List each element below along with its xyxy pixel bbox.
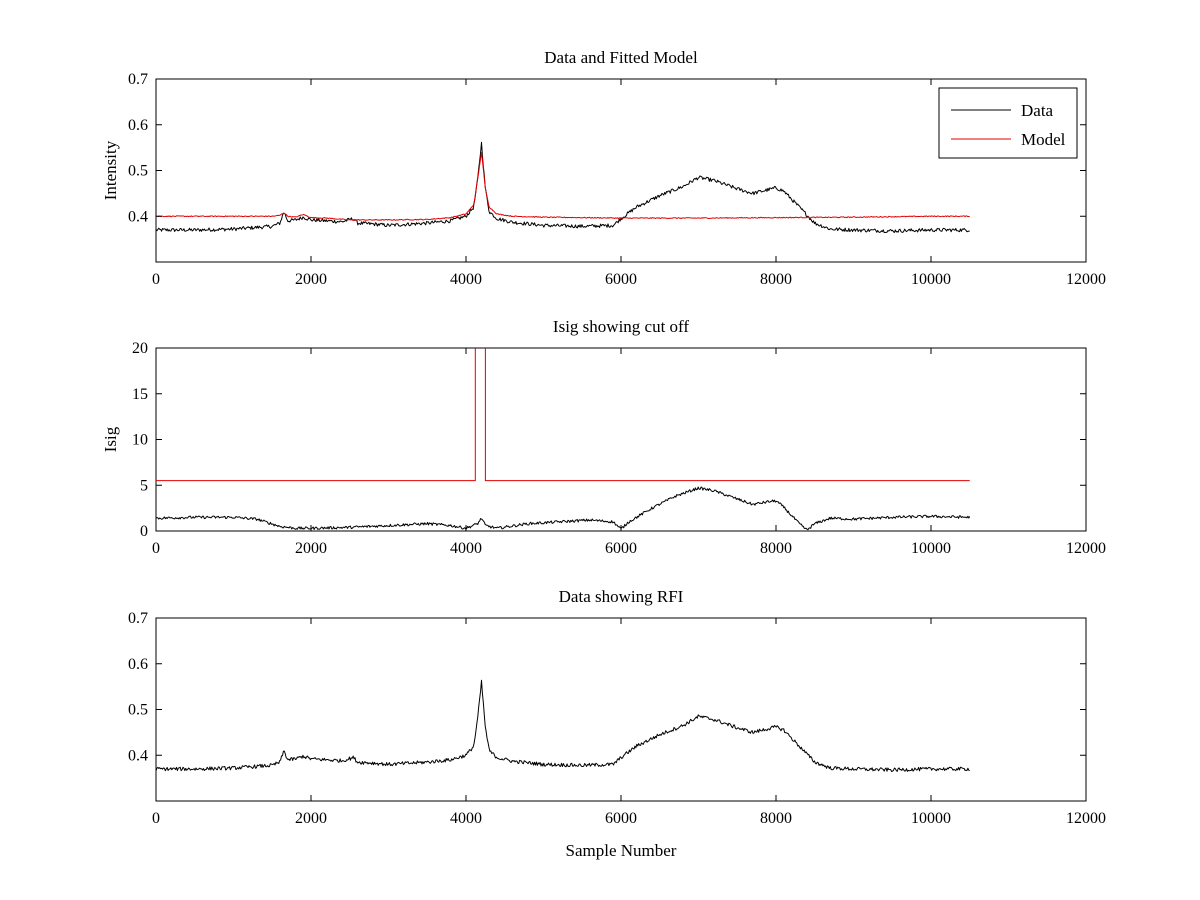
plot-area xyxy=(155,78,1087,263)
x-tick-label: 10000 xyxy=(911,540,951,557)
legend-label-data: Data xyxy=(1021,101,1054,120)
series-line-data xyxy=(156,141,970,234)
x-tick-label: 2000 xyxy=(295,810,327,827)
x-tick-label: 12000 xyxy=(1066,810,1106,827)
legend: Data Model xyxy=(938,87,1078,159)
y-tick-label: 0 xyxy=(140,523,148,540)
y-tick-label: 0.5 xyxy=(128,702,148,719)
y-tick-label: 0.7 xyxy=(128,71,148,88)
x-tick-label: 12000 xyxy=(1066,540,1106,557)
series-line-series-2 xyxy=(156,348,970,482)
x-tick-label: 0 xyxy=(152,540,160,557)
x-tick-label: 8000 xyxy=(760,540,792,557)
chart-title: Data and Fitted Model xyxy=(544,48,698,67)
chart-panel-3: 0 2000 4000 6000 8000 10000 12000 0.4 0.5 0.6 0.7 D… xyxy=(128,587,1106,860)
y-tick-label: 0.5 xyxy=(128,163,148,180)
series-line-series-1 xyxy=(156,486,971,531)
chart-panel-2: 0 2000 4000 6000 8000 10000 12000 0 5 10 15 20 Isig … xyxy=(101,317,1106,557)
plot-area xyxy=(155,617,1087,802)
y-tick-label: 20 xyxy=(132,340,148,357)
x-tick-label: 6000 xyxy=(605,810,637,827)
x-tick-label: 8000 xyxy=(760,810,792,827)
series-line-model xyxy=(156,151,970,221)
x-tick-label: 2000 xyxy=(295,271,327,288)
chart-panel-1: 0 2000 4000 6000 8000 10000 12000 0.4 0.5 0.6 0.7 D… xyxy=(101,48,1106,288)
x-tick-label: 4000 xyxy=(450,540,482,557)
x-axis-label: Sample Number xyxy=(566,841,677,860)
y-axis-label: Intensity xyxy=(101,140,120,200)
x-tick-label: 2000 xyxy=(295,540,327,557)
x-tick-label: 0 xyxy=(152,810,160,827)
y-tick-label: 15 xyxy=(132,386,148,403)
y-axis-label: Isig xyxy=(101,426,120,452)
y-tick-label: 0.4 xyxy=(128,208,148,225)
plot-area xyxy=(155,347,1087,532)
x-tick-label: 12000 xyxy=(1066,271,1106,288)
y-tick-label: 0.6 xyxy=(128,117,148,134)
chart-title: Isig showing cut off xyxy=(553,317,689,336)
y-tick-label: 0.7 xyxy=(128,610,148,627)
y-tick-label: 0.6 xyxy=(128,656,148,673)
x-tick-label: 6000 xyxy=(605,540,637,557)
chart-title: Data showing RFI xyxy=(559,587,684,606)
x-tick-label: 4000 xyxy=(450,810,482,827)
x-tick-label: 8000 xyxy=(760,271,792,288)
series-line-series-1 xyxy=(156,679,970,772)
y-tick-label: 0.4 xyxy=(128,747,148,764)
x-tick-label: 6000 xyxy=(605,271,637,288)
x-tick-label: 0 xyxy=(152,271,160,288)
legend-label-model: Model xyxy=(1021,130,1066,149)
y-tick-label: 5 xyxy=(140,477,148,494)
y-tick-label: 10 xyxy=(132,432,148,449)
x-tick-label: 10000 xyxy=(911,810,951,827)
x-tick-label: 10000 xyxy=(911,271,951,288)
legend-box xyxy=(938,87,1078,159)
x-tick-label: 4000 xyxy=(450,271,482,288)
